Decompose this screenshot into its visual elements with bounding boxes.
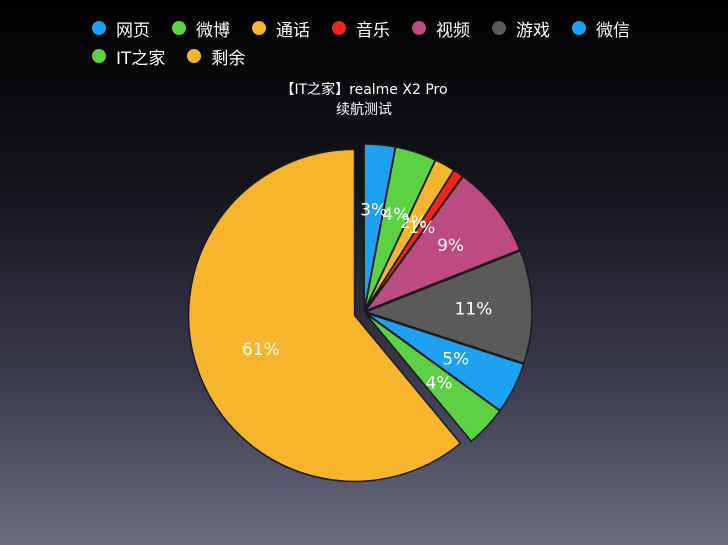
legend-label: IT之家 [116, 48, 166, 69]
legend-label: 网页 [116, 20, 150, 41]
legend-swatch [172, 21, 186, 35]
slice-label: 4% [426, 373, 453, 393]
legend-swatch [332, 21, 346, 35]
legend-item: 音乐 [332, 16, 390, 41]
legend-swatch [572, 21, 586, 35]
legend-swatch [92, 21, 106, 35]
slice-label: 11% [455, 300, 493, 320]
legend-swatch [252, 21, 266, 35]
slice-label: 9% [437, 236, 464, 256]
legend-label: 音乐 [356, 20, 390, 41]
slice-label: 5% [442, 350, 469, 370]
slice-label: 1% [408, 218, 435, 238]
legend-label: 游戏 [516, 20, 550, 41]
legend-label: 剩余 [211, 48, 246, 69]
legend-label: 视频 [436, 20, 470, 41]
legend-label: 通话 [276, 20, 310, 41]
legend-swatch [412, 21, 426, 35]
slice-label: 3% [360, 201, 387, 221]
chart-title-block: 【IT之家】realme X2 Pro 续航测试 [0, 80, 728, 120]
legend-swatch [492, 21, 506, 35]
chart-subtitle: 续航测试 [336, 102, 392, 118]
legend-item: 剩余 [187, 44, 246, 69]
legend-item: 通话 [252, 16, 310, 41]
legend-item: 视频 [412, 16, 470, 41]
legend-label: 微信 [596, 20, 630, 41]
chart-legend: 网页 微博 通话 音乐 视频 游戏 微信 IT之家 剩余 [92, 16, 692, 72]
legend-swatch [187, 49, 202, 63]
pie-slice [363, 175, 521, 313]
legend-item: IT之家 [92, 44, 166, 69]
slice-label: 2% [400, 213, 427, 233]
pie-slice [364, 312, 501, 443]
legend-label: 微博 [196, 20, 230, 41]
chart-title: 【IT之家】realme X2 Pro [280, 82, 448, 98]
legend-item: 网页 [92, 16, 150, 41]
legend-item: 微博 [172, 16, 230, 41]
pie-slice [363, 249, 533, 365]
legend-item: 微信 [572, 16, 630, 41]
slice-label: 61% [242, 340, 280, 360]
legend-swatch [92, 49, 106, 63]
slice-label: 4% [382, 205, 409, 225]
legend-item: 游戏 [492, 16, 550, 41]
pie-slice [187, 148, 462, 483]
